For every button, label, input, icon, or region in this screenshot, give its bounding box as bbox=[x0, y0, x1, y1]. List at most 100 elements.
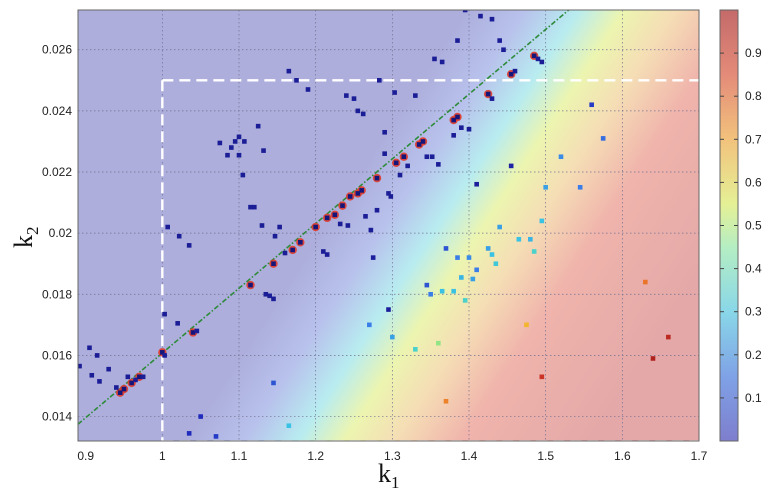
data-point bbox=[282, 250, 288, 256]
data-point bbox=[558, 154, 564, 160]
data-point bbox=[386, 191, 391, 196]
y-tick-label: 0.018 bbox=[42, 287, 72, 301]
data-point bbox=[248, 204, 253, 210]
data-point bbox=[466, 126, 472, 132]
data-point bbox=[516, 236, 522, 242]
data-point bbox=[87, 345, 92, 351]
colorbar-tick-label: 0.8 bbox=[745, 89, 762, 103]
on-line-point-marker bbox=[190, 330, 196, 335]
data-point bbox=[485, 246, 491, 251]
data-point bbox=[97, 379, 102, 384]
data-point bbox=[436, 162, 441, 167]
data-point bbox=[455, 38, 460, 43]
data-point bbox=[451, 288, 456, 294]
data-point bbox=[474, 267, 479, 273]
on-line-point-marker bbox=[401, 154, 407, 160]
on-line-point-marker bbox=[485, 91, 491, 97]
on-line-point-marker bbox=[129, 380, 134, 386]
on-line-point-marker bbox=[340, 203, 345, 208]
data-point bbox=[225, 152, 230, 158]
data-point bbox=[259, 223, 265, 228]
data-point bbox=[240, 172, 246, 178]
data-point bbox=[535, 56, 541, 62]
data-point bbox=[524, 322, 529, 328]
on-line-point-marker bbox=[160, 350, 165, 355]
data-point bbox=[351, 96, 357, 101]
data-point bbox=[489, 96, 495, 101]
y-tick-label: 0.014 bbox=[42, 410, 72, 424]
data-point bbox=[497, 224, 502, 230]
data-point bbox=[413, 346, 418, 352]
data-point bbox=[267, 293, 272, 299]
data-point bbox=[229, 145, 234, 150]
x-tick-label: 1 bbox=[159, 449, 166, 463]
on-line-point-marker bbox=[420, 139, 426, 144]
data-point bbox=[94, 353, 100, 358]
data-point bbox=[451, 133, 456, 138]
data-point bbox=[213, 434, 219, 439]
colorbar-tick-label: 0.6 bbox=[745, 175, 762, 189]
data-point bbox=[186, 243, 192, 248]
data-point bbox=[424, 154, 430, 160]
data-point bbox=[539, 59, 545, 65]
plot-background bbox=[78, 10, 699, 441]
data-point bbox=[489, 16, 495, 22]
data-points bbox=[78, 10, 671, 439]
data-point bbox=[493, 261, 499, 267]
data-point bbox=[390, 334, 395, 340]
x-tick-label: 0.9 bbox=[77, 449, 94, 463]
y-tick-label: 0.022 bbox=[42, 165, 72, 179]
data-point bbox=[261, 148, 266, 153]
data-point bbox=[459, 125, 464, 130]
data-point bbox=[577, 184, 583, 190]
y-tick-labels: 0.014 0.016 0.018 0.02 0.022 0.024 0.026 bbox=[42, 43, 72, 424]
data-point bbox=[462, 298, 468, 303]
data-point bbox=[459, 275, 464, 280]
data-point bbox=[294, 78, 299, 83]
data-point bbox=[305, 87, 311, 92]
data-point bbox=[589, 102, 594, 108]
data-point bbox=[271, 296, 276, 302]
data-point bbox=[272, 233, 278, 239]
data-point bbox=[429, 154, 435, 160]
data-point bbox=[236, 134, 242, 140]
data-point bbox=[436, 340, 441, 346]
data-point bbox=[277, 224, 282, 230]
on-line-point-marker bbox=[451, 117, 456, 123]
on-line-point-marker bbox=[347, 194, 353, 199]
on-line-point-marker bbox=[355, 191, 361, 196]
data-point bbox=[478, 13, 483, 19]
data-point bbox=[194, 328, 200, 334]
on-line-point-marker bbox=[313, 224, 318, 230]
y-tick-label: 0.024 bbox=[42, 104, 72, 118]
data-point bbox=[114, 385, 119, 390]
data-point bbox=[360, 111, 366, 117]
data-point bbox=[489, 252, 495, 257]
x-tick-label: 1.6 bbox=[614, 449, 631, 463]
on-line-point-marker bbox=[359, 188, 364, 193]
data-point bbox=[643, 279, 648, 285]
data-point bbox=[271, 380, 276, 386]
on-line-point-marker bbox=[324, 215, 330, 221]
data-point bbox=[539, 218, 545, 224]
data-point bbox=[140, 374, 146, 380]
y-tick-label: 0.026 bbox=[42, 43, 72, 57]
data-point bbox=[388, 194, 394, 199]
data-point bbox=[382, 129, 387, 135]
colorbar-tick-label: 0.3 bbox=[745, 305, 762, 319]
data-point bbox=[528, 236, 533, 242]
colorbar-tick-label: 0.4 bbox=[745, 262, 762, 276]
data-point bbox=[666, 334, 671, 340]
data-point bbox=[217, 140, 223, 146]
data-point bbox=[89, 372, 95, 378]
data-point bbox=[455, 255, 460, 260]
data-point bbox=[263, 291, 269, 297]
plot-frame bbox=[77, 9, 700, 442]
on-line-point-marker bbox=[332, 212, 338, 218]
data-point bbox=[236, 152, 242, 158]
data-point bbox=[531, 249, 537, 254]
data-point bbox=[392, 90, 397, 95]
data-point bbox=[344, 93, 349, 98]
data-point bbox=[424, 282, 430, 288]
